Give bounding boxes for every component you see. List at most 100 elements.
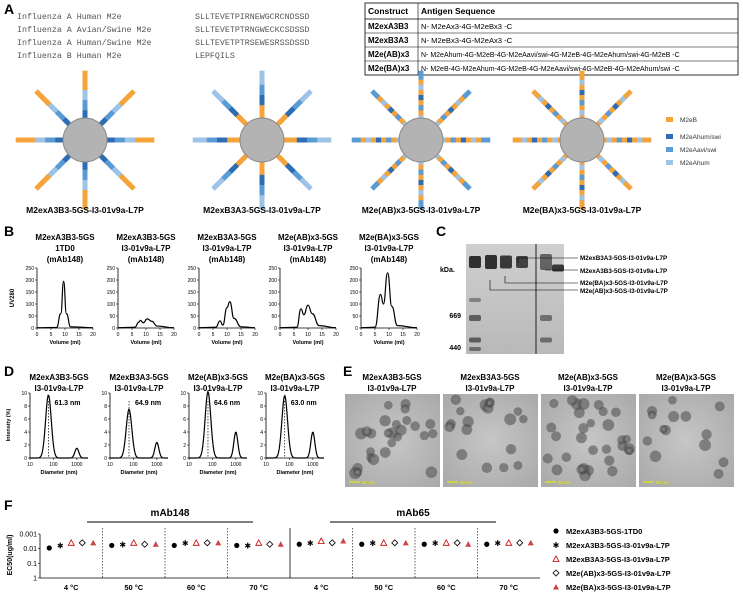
particle-core [404, 418, 409, 423]
x-tick-label: 20 [90, 332, 96, 338]
antigen-segment [259, 179, 265, 189]
y-tick-label: 8 [24, 404, 27, 410]
gel-band [485, 255, 497, 269]
antigen-segment [512, 137, 522, 143]
antigen-segment [418, 174, 424, 184]
antigen-segment [579, 179, 585, 189]
antigen-segment [579, 159, 585, 169]
y-tick-label: 100 [269, 302, 278, 308]
antigen-segment [82, 96, 88, 106]
particle-core [382, 450, 388, 455]
chart-title: I3-01v9a-L7P [194, 384, 244, 393]
particle-core [386, 431, 391, 436]
y-tick-label: 0 [112, 326, 115, 332]
particle-core [670, 398, 675, 402]
antigen-segment [259, 86, 265, 95]
y-tick-label: 250 [188, 266, 197, 272]
particle-core [579, 435, 584, 441]
sequence-name: Influenza B Human M2e [17, 51, 122, 61]
antigen-segment [642, 137, 652, 143]
ec50-point: ✱ [494, 539, 501, 548]
y-tick-label: 8 [260, 404, 263, 410]
antigen-segment [579, 80, 585, 90]
ec50-point: ✱ [553, 541, 560, 550]
y-tick-label: 10 [180, 391, 186, 397]
antigen-segment [579, 169, 585, 179]
x-tick-label: 20 [171, 332, 177, 338]
dls-trace [266, 394, 325, 459]
ec50-point [277, 541, 284, 547]
antigen-segment [418, 164, 424, 174]
antigen-segment [82, 164, 88, 174]
x-tick-label: 1000 [307, 462, 318, 468]
y-tick-label: 0 [260, 456, 263, 462]
particle-core [458, 409, 462, 413]
chart-title: (mAb148) [290, 255, 327, 264]
y-tick-label: 0.1 [27, 561, 37, 568]
antigen-segment [259, 70, 265, 80]
ec50-point [67, 538, 75, 546]
x-axis-label: Volume (ml) [211, 340, 242, 346]
antigen-segment [579, 111, 585, 121]
y-tick-label: 6 [183, 417, 186, 423]
x-tick-label: 0 [36, 332, 39, 338]
chart-title: I3-01v9a-L7P [35, 384, 85, 393]
sec-trace [360, 272, 418, 329]
x-axis-label: Volume (ml) [373, 340, 404, 346]
antigen-segment [579, 75, 585, 85]
antigen-segment [370, 180, 381, 191]
ec50-point [109, 542, 115, 549]
particle-core [702, 442, 708, 448]
scale-bar-label: 50 nm [362, 480, 375, 485]
ladder-label: 669 [449, 313, 461, 320]
particle-core [716, 471, 721, 476]
ec50-point [234, 542, 240, 549]
y-tick-label: 8 [104, 404, 107, 410]
particle-core [386, 403, 391, 407]
ec50-point [203, 539, 211, 547]
x-tick-label: 4 °C [64, 583, 79, 592]
x-tick-label: 15 [400, 332, 406, 338]
particle-core [398, 427, 404, 433]
antigen-segment [418, 86, 424, 95]
particle-core [610, 468, 615, 474]
antigen-segment [579, 164, 585, 174]
gel-annotation: M2exA3B3-5GS-I3-01v9a-L7P [580, 268, 667, 275]
ec50-point [78, 539, 86, 547]
y-tick-label: 0 [31, 326, 34, 332]
dls-trace [30, 394, 88, 459]
legend-label: M2e(BA)x3-5GS-I3-01v9a-L7P [566, 583, 671, 592]
y-tick-label: 200 [269, 278, 278, 284]
antigen-segment [579, 200, 585, 210]
particle-core [430, 431, 435, 436]
y-tick-label: 6 [24, 417, 27, 423]
x-tick-label: 50 °C [124, 583, 143, 592]
y-axis-label: EC50(ug/ml) [7, 535, 14, 576]
ec50-point [359, 541, 365, 547]
antigen-segment [259, 185, 265, 194]
nanoparticle-core [239, 117, 285, 163]
particle-core [428, 421, 433, 427]
sequence-value: SLLTEVETPTRSEWESRSSDSSD [195, 39, 310, 48]
gel-band [469, 347, 481, 351]
ec50-point [141, 540, 149, 548]
particle-core [591, 448, 596, 453]
x-tick-label: 5 [131, 332, 134, 338]
x-tick-label: 15 [238, 332, 244, 338]
antigen-segment [531, 89, 542, 100]
particle-core [394, 422, 399, 427]
x-axis-label: Diameter (nm) [41, 470, 78, 476]
sec-chart: M2exB3A3-5GSI3-01v9a-L7P(mAb148)05010015… [188, 233, 258, 346]
particle-core [624, 437, 629, 441]
particle-core [447, 424, 452, 430]
particle-core [704, 432, 709, 437]
nanoparticle-label: M2e(AB)x3-5GS-I3-01v9a-L7P [362, 205, 481, 215]
antigen-segment [259, 164, 265, 174]
em-title: I3-01v9a-L7P [466, 384, 516, 393]
particle-core [627, 448, 632, 453]
antigen-segment [579, 91, 585, 101]
antigen-table: Construct Antigen Sequence M2exA3B3 N- M… [364, 2, 739, 76]
antigen-segment [82, 185, 88, 194]
antigen-segment [259, 190, 265, 200]
